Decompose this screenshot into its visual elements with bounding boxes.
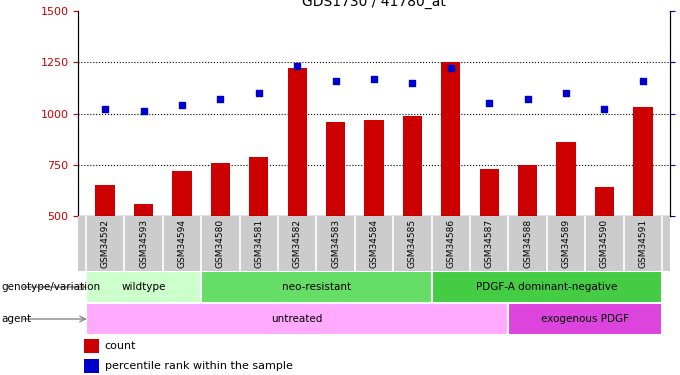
Bar	[172, 171, 192, 216]
Text: GSM34590: GSM34590	[600, 219, 609, 268]
Point	[637, 78, 648, 84]
Point	[138, 108, 149, 114]
Bar	[134, 204, 153, 216]
Text: percentile rank within the sample: percentile rank within the sample	[105, 361, 292, 371]
Bar	[432, 271, 662, 303]
Point	[599, 106, 610, 112]
Point	[407, 80, 418, 86]
Point	[330, 78, 341, 84]
Bar	[211, 163, 230, 216]
Bar	[595, 187, 614, 216]
Text: genotype/variation: genotype/variation	[1, 282, 101, 292]
Text: GSM34594: GSM34594	[177, 219, 186, 268]
Title: GDS1730 / 41780_at: GDS1730 / 41780_at	[302, 0, 446, 9]
Bar	[441, 62, 460, 216]
Text: GSM34593: GSM34593	[139, 219, 148, 268]
Text: GSM34586: GSM34586	[446, 219, 456, 268]
Text: GSM34585: GSM34585	[408, 219, 417, 268]
Bar	[84, 359, 99, 373]
Text: untreated: untreated	[271, 314, 323, 324]
Text: GSM34588: GSM34588	[523, 219, 532, 268]
Point	[292, 63, 303, 69]
Point	[445, 65, 456, 71]
Bar	[95, 185, 115, 216]
Bar	[364, 120, 384, 216]
Bar	[288, 68, 307, 216]
Point	[100, 106, 111, 112]
Point	[560, 90, 571, 96]
Text: GSM34584: GSM34584	[369, 219, 379, 268]
Bar	[86, 303, 509, 335]
Point	[254, 90, 265, 96]
Text: GSM34581: GSM34581	[254, 219, 263, 268]
Bar	[509, 303, 662, 335]
Bar	[479, 169, 499, 216]
Text: count: count	[105, 341, 136, 351]
Text: GSM34589: GSM34589	[562, 219, 571, 268]
Bar	[78, 216, 670, 271]
Point	[177, 102, 188, 108]
Text: GSM34587: GSM34587	[485, 219, 494, 268]
Bar	[326, 122, 345, 216]
Bar	[556, 142, 576, 216]
Point	[522, 96, 533, 102]
Text: neo-resistant: neo-resistant	[282, 282, 351, 292]
Bar	[403, 116, 422, 216]
Text: GSM34582: GSM34582	[292, 219, 302, 268]
Bar	[249, 156, 269, 216]
Bar	[633, 107, 653, 216]
Text: wildtype: wildtype	[121, 282, 166, 292]
Bar	[86, 271, 201, 303]
Text: GSM34592: GSM34592	[101, 219, 109, 268]
Bar	[518, 165, 537, 216]
Point	[215, 96, 226, 102]
Text: exogenous PDGF: exogenous PDGF	[541, 314, 629, 324]
Bar	[201, 271, 432, 303]
Text: GSM34580: GSM34580	[216, 219, 225, 268]
Point	[483, 100, 494, 106]
Text: GSM34583: GSM34583	[331, 219, 340, 268]
Text: GSM34591: GSM34591	[639, 219, 647, 268]
Text: agent: agent	[1, 314, 31, 324]
Point	[369, 76, 379, 82]
Bar	[84, 339, 99, 353]
Text: PDGF-A dominant-negative: PDGF-A dominant-negative	[476, 282, 617, 292]
